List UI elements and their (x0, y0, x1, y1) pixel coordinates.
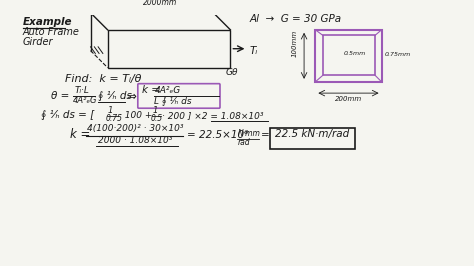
Text: 0.5: 0.5 (151, 114, 163, 123)
Text: k =: k = (142, 85, 160, 95)
Text: L ∮ ¹⁄ₕ ds: L ∮ ¹⁄ₕ ds (154, 95, 191, 105)
Bar (108, 30, 230, 68)
Text: ∮ ¹⁄ₕ ds = [: ∮ ¹⁄ₕ ds = [ (41, 110, 95, 120)
Text: · 200 ] ×2 = 1.08×10³: · 200 ] ×2 = 1.08×10³ (163, 111, 264, 120)
Text: Example: Example (23, 17, 72, 27)
Text: 22.5 kN·m/rad: 22.5 kN·m/rad (275, 128, 349, 139)
Bar (323, 35, 375, 75)
Text: ∮ ¹⁄ₕ ds: ∮ ¹⁄ₕ ds (98, 91, 132, 101)
Text: rad: rad (238, 138, 251, 147)
Text: θ =: θ = (51, 91, 69, 101)
Text: 0.5mm: 0.5mm (344, 51, 366, 56)
Text: 2000mm: 2000mm (143, 0, 178, 7)
Text: ⇒: ⇒ (127, 90, 137, 103)
Text: 4A²ₑG: 4A²ₑG (73, 95, 97, 105)
Text: 2000 · 1.08×10³: 2000 · 1.08×10³ (98, 136, 173, 145)
Text: 4A²ₑG: 4A²ₑG (155, 86, 181, 95)
Text: Tₗ·L: Tₗ·L (74, 86, 90, 95)
Text: 1: 1 (108, 106, 113, 115)
Text: k =: k = (70, 128, 90, 142)
Text: 4(100·200)² · 30×10³: 4(100·200)² · 30×10³ (87, 124, 183, 133)
Text: Auto Frame: Auto Frame (23, 27, 80, 38)
Text: N·mm: N·mm (238, 129, 261, 138)
Bar (270, 128, 355, 149)
Text: 0.75: 0.75 (106, 114, 123, 123)
Text: 100mm: 100mm (292, 30, 298, 57)
Text: Tₗ: Tₗ (249, 46, 257, 56)
Text: Girder: Girder (23, 37, 53, 47)
Text: 1: 1 (153, 106, 158, 115)
Text: 200mm: 200mm (335, 96, 362, 102)
Text: Gθ: Gθ (226, 68, 238, 77)
Text: Find:  k = Tₗ/θ: Find: k = Tₗ/θ (65, 74, 141, 84)
Text: · 100 +: · 100 + (119, 111, 152, 120)
Text: =: = (261, 130, 269, 140)
Text: = 22.5×10⁶: = 22.5×10⁶ (187, 130, 248, 140)
Bar (315, 30, 382, 82)
Text: 0.75mm: 0.75mm (384, 52, 410, 57)
Text: Al  →  G = 30 GPa: Al → G = 30 GPa (249, 14, 341, 24)
